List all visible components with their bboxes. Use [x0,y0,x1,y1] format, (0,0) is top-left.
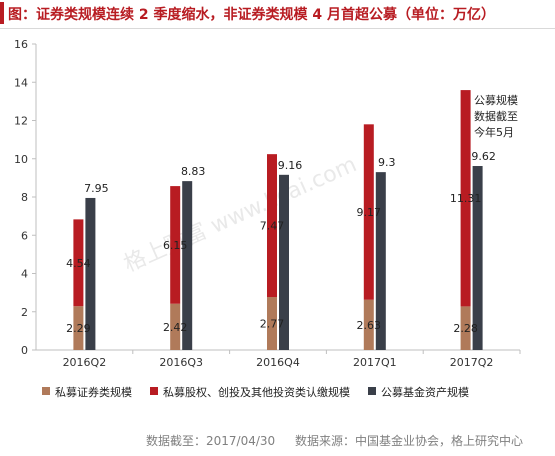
y-tick-label: 6 [21,229,28,242]
bar-private-securities [363,299,374,350]
data-label-private-equity: 7.47 [260,220,285,233]
bar-public-fund [279,174,289,350]
x-tick-label: 2017Q1 [353,356,397,369]
x-tick-label: 2016Q3 [159,356,203,369]
bar-public-fund [85,197,96,350]
title-bar: 图：证券类规模连续 2 季度缩水，非证券类规模 4 月首超公募（单位：万亿） [0,0,555,30]
y-tick-label: 4 [21,268,28,281]
title-divider [0,28,555,29]
bar-private-securities [170,303,181,350]
bar-public-fund [375,172,386,350]
data-label-public-fund: 9.62 [471,150,496,163]
y-tick-label: 14 [14,76,28,89]
data-label-private-securities: 2.42 [163,321,188,334]
y-tick-label: 16 [14,38,28,51]
annotation-line: 公募规模 [474,93,518,107]
x-tick-label: 2016Q2 [63,356,107,369]
y-tick-label: 12 [14,115,28,128]
bar-public-fund [182,181,193,350]
data-label-private-equity: 11.31 [450,192,482,205]
title-accent-bar [0,2,4,24]
data-label-public-fund: 9.16 [278,159,303,172]
y-tick-label: 10 [14,153,28,166]
data-label-public-fund: 8.83 [181,165,206,178]
data-label-private-securities: 2.63 [357,319,382,332]
legend-label: 公募基金资产规模 [381,385,469,399]
source-date: 数据截至：2017/04/30 [146,434,276,448]
data-label-private-securities: 2.28 [453,322,478,335]
bar-private-equity [170,186,181,304]
source-org: 数据来源：中国基金业协会，格上研究中心 [295,434,524,448]
annotation-line: 今年5月 [474,125,514,139]
bar-private-equity [363,124,374,300]
bar-private-equity [73,219,84,307]
y-tick-label: 0 [21,344,28,357]
data-label-private-equity: 9.17 [357,206,382,219]
legend-swatch [42,387,50,395]
y-tick-label: 8 [21,191,28,204]
bar-private-securities [460,306,471,350]
legend-label: 私募股权、创投及其他投资类认缴规模 [163,385,350,399]
x-tick-label: 2016Q4 [256,356,300,369]
legend-swatch [368,387,376,395]
bar-public-fund [472,166,483,350]
annotation-line: 数据截至 [474,109,518,123]
data-label-public-fund: 7.95 [84,182,109,195]
legend-swatch [150,387,158,395]
source-note: 数据截至：2017/04/30 数据来源：中国基金业协会，格上研究中心 [146,432,523,449]
bar-private-securities [73,306,84,350]
x-tick-label: 2017Q2 [450,356,494,369]
watermark: 格上财富 www.licai.com [120,152,360,277]
data-label-private-securities: 2.29 [66,322,91,335]
data-label-private-equity: 4.54 [66,257,91,270]
chart-title: 图：证券类规模连续 2 季度缩水，非证券类规模 4 月首超公募（单位：万亿） [8,7,495,23]
data-label-public-fund: 9.3 [378,156,396,169]
bar-private-equity [460,90,471,307]
data-label-private-securities: 2.77 [260,318,285,331]
legend-label: 私募证券类规模 [55,385,132,399]
bar-private-securities [267,297,277,350]
data-label-private-equity: 6.15 [163,239,188,252]
y-tick-label: 2 [21,306,28,319]
bar-private-equity [267,154,277,298]
